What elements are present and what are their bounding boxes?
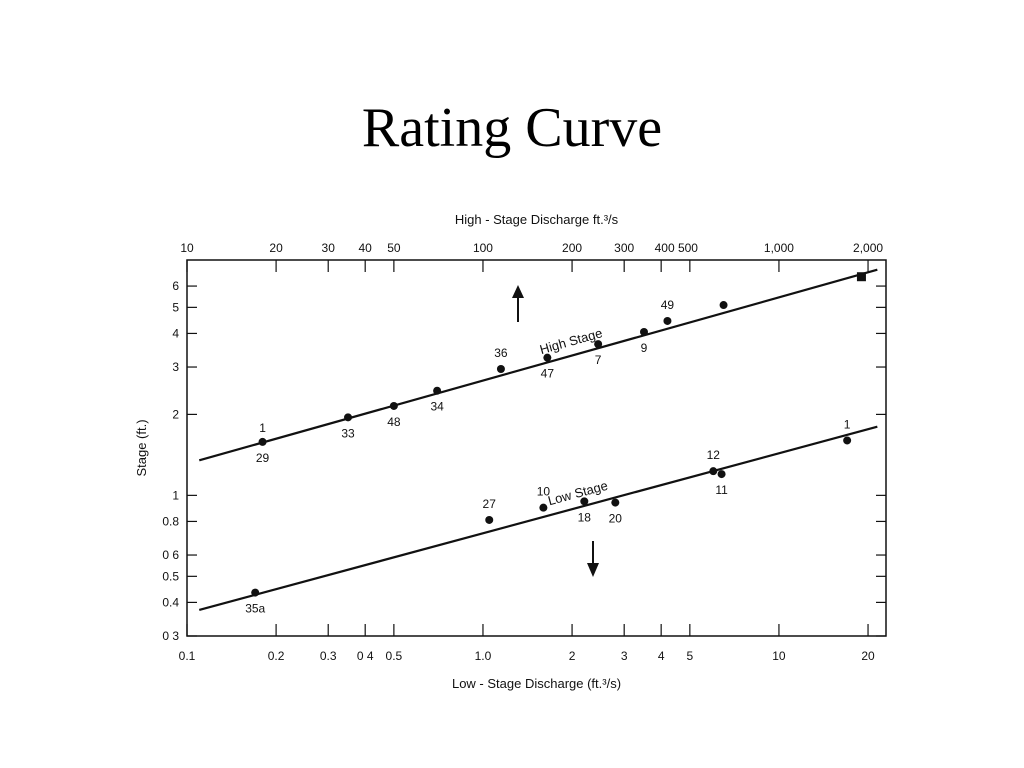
bottom-axis-title: Low - Stage Discharge (ft.³/s) (452, 676, 621, 691)
data-point (580, 497, 589, 506)
y-axis-tick-label: 4 (172, 326, 179, 340)
bottom-axis-tick-label: 1.0 (475, 649, 492, 663)
data-point-label: 49 (661, 298, 675, 312)
bottom-axis-tick-label: 3 (621, 649, 628, 663)
y-axis-tick-label: 0.4 (162, 595, 179, 609)
plot-frame (186, 259, 887, 637)
data-point-label: 48 (387, 415, 401, 429)
y-axis-tick-label: 0.5 (162, 569, 179, 583)
y-axis-tick-label: 5 (172, 300, 179, 314)
data-point (594, 340, 603, 349)
data-point (258, 437, 267, 446)
data-point-label: 29 (256, 451, 270, 465)
data-point (611, 498, 620, 507)
top-axis-tick-label: 400 500 (655, 241, 699, 255)
top-axis-tick-label: 200 (562, 241, 582, 255)
data-point (843, 436, 852, 445)
data-point (719, 301, 728, 310)
data-point (485, 515, 494, 524)
top-axis-tick-label: 20 (269, 241, 283, 255)
data-point-label: 9 (641, 341, 648, 355)
data-point (389, 401, 398, 410)
data-point (856, 272, 866, 282)
top-axis-tick-label: 300 (614, 241, 634, 255)
y-axis-tick-label: 1 (172, 488, 179, 502)
bottom-axis-tick-label: 2 (569, 649, 576, 663)
data-point-label: 18 (578, 510, 592, 524)
bottom-axis-tick-label: 4 (658, 649, 665, 663)
bottom-axis-tick-label: 0.2 (268, 649, 285, 663)
y-axis-tick-label: 2 (172, 407, 179, 421)
top-axis-tick-label: 100 (473, 241, 493, 255)
y-axis-tick-label: 0 6 (162, 548, 179, 562)
y-axis-tick-label: 0 3 (162, 629, 179, 643)
data-point (543, 353, 552, 362)
top-axis-tick-label: 10 (180, 241, 194, 255)
top-axis-tick-label: 40 (359, 241, 373, 255)
bottom-axis-tick-label: 20 (861, 649, 875, 663)
y-axis-tick-label: 3 (172, 360, 179, 374)
data-point-label: 20 (609, 512, 623, 526)
data-point (663, 316, 672, 325)
bottom-axis-tick-label: 0.1 (179, 649, 196, 663)
slide-title: Rating Curve (361, 97, 663, 159)
data-point-label: 10 (537, 485, 551, 499)
data-point (344, 413, 353, 422)
top-axis-tick-label: 1,000 (764, 241, 794, 255)
up-arrow-head-icon (512, 285, 524, 298)
data-point-label: 12 (707, 448, 721, 462)
data-point (496, 364, 505, 373)
series-name-label: Low Stage (546, 478, 609, 509)
bottom-axis-tick-label: 0.5 (386, 649, 403, 663)
data-point (717, 470, 726, 479)
data-point (639, 327, 648, 336)
data-point-label: 7 (595, 353, 602, 367)
data-point-label: 1 (259, 421, 266, 435)
data-point-label: 11 (715, 483, 728, 497)
data-point-label: 47 (541, 367, 555, 381)
data-point-label: 33 (341, 426, 355, 440)
data-point (251, 588, 260, 597)
data-point-label: 35a (245, 602, 265, 616)
top-axis-tick-label: 2,000 (853, 241, 883, 255)
bottom-axis-tick-label: 5 (687, 649, 694, 663)
data-point (539, 503, 548, 512)
series-line-high-stage (198, 268, 878, 462)
top-axis-tick-label: 30 (322, 241, 336, 255)
down-arrow-head-icon (587, 563, 599, 577)
y-axis-title: Stage (ft.) (134, 419, 149, 476)
top-axis-title: High - Stage Discharge ft.³/s (455, 212, 619, 227)
data-point-label: 1 (844, 417, 851, 431)
bottom-axis-tick-label: 10 (772, 649, 786, 663)
data-point-label: 36 (494, 346, 508, 360)
data-point-label: 34 (430, 400, 444, 414)
top-axis-tick-label: 50 (387, 241, 401, 255)
bottom-axis-tick-label: 0.3 (320, 649, 337, 663)
series-line-low-stage (198, 425, 878, 611)
y-axis-tick-label: 6 (172, 279, 179, 293)
bottom-axis-tick-label: 0 4 (357, 649, 374, 663)
data-point (709, 467, 718, 476)
data-point-label: 27 (483, 497, 497, 511)
data-point (433, 386, 442, 395)
y-axis-tick-label: 0.8 (162, 514, 179, 528)
